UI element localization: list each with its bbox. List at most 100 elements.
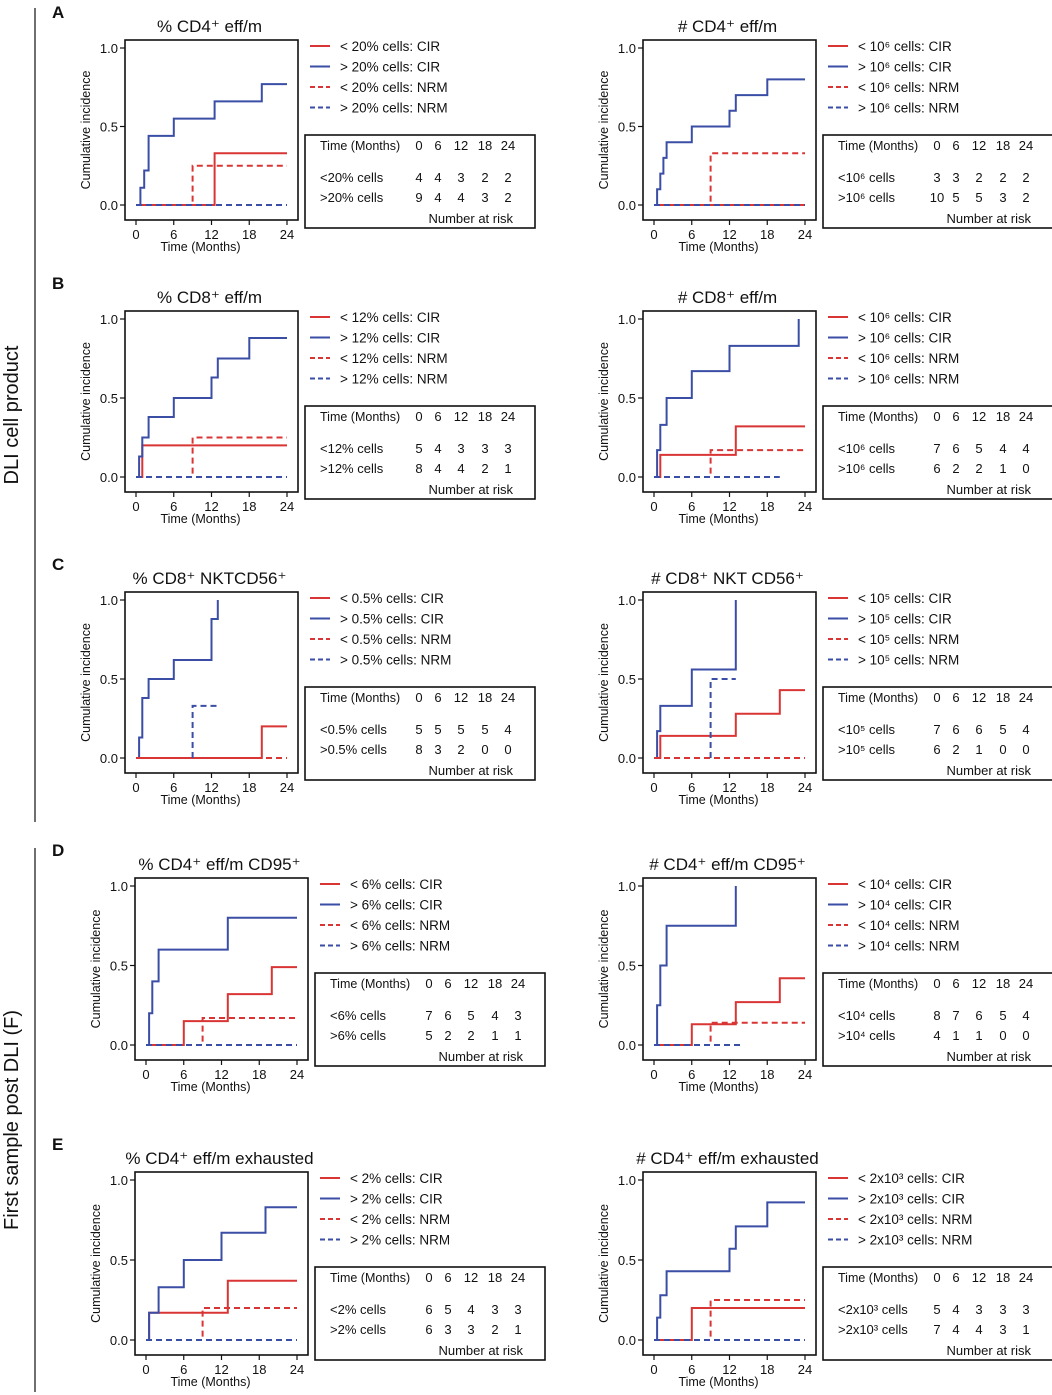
risk-time-label: 18 <box>488 976 502 991</box>
x-tick-label: 6 <box>170 499 177 514</box>
series-line <box>654 1307 805 1341</box>
x-axis-label: Time (Months) <box>170 1375 250 1389</box>
series-line <box>146 1206 297 1341</box>
risk-row-label: >10⁶ cells <box>838 461 896 476</box>
risk-table-footer: Number at risk <box>946 763 1031 778</box>
series-line <box>654 689 805 759</box>
section-label: DLI cell product <box>1 345 23 484</box>
series-line <box>654 319 800 478</box>
risk-row-label: >2x10³ cells <box>838 1322 908 1337</box>
legend-label: < 0.5% cells: NRM <box>340 632 451 647</box>
plot-frame <box>642 39 817 221</box>
risk-time-label: 12 <box>464 1270 478 1285</box>
risk-table-frame <box>304 134 536 229</box>
x-tick-label: 24 <box>798 227 812 242</box>
risk-value: 3 <box>481 441 488 456</box>
risk-value: 5 <box>467 1008 474 1023</box>
risk-row-label: <20% cells <box>320 170 384 185</box>
risk-row-label: >10⁶ cells <box>838 190 896 205</box>
y-tick-label: 1.0 <box>618 593 636 608</box>
risk-value: 1 <box>952 1028 959 1043</box>
y-tick-label: 0.5 <box>100 391 118 406</box>
x-tick-label: 6 <box>688 1362 695 1377</box>
risk-row-label: <2% cells <box>330 1302 386 1317</box>
risk-value: 3 <box>514 1008 521 1023</box>
risk-value: 3 <box>975 1302 982 1317</box>
risk-time-label: 18 <box>488 1270 502 1285</box>
risk-value: 7 <box>933 441 940 456</box>
risk-time-label: 0 <box>933 976 940 991</box>
risk-value: 6 <box>975 1008 982 1023</box>
risk-row-label: >12% cells <box>320 461 384 476</box>
risk-value: 4 <box>933 1028 940 1043</box>
legend-label: > 0.5% cells: NRM <box>340 653 451 668</box>
risk-row-label: >10⁵ cells <box>838 742 896 757</box>
risk-table-footer: Number at risk <box>946 211 1031 226</box>
y-tick-label: 0.0 <box>100 751 118 766</box>
risk-value: 2 <box>481 170 488 185</box>
risk-table-header: Time (Months) <box>330 1271 410 1285</box>
series-line <box>654 425 805 478</box>
chart-title: % CD4⁺ eff/m <box>157 17 262 36</box>
risk-value: 5 <box>444 1302 451 1317</box>
risk-row-label: <10⁴ cells <box>838 1008 896 1023</box>
risk-value: 3 <box>999 1322 1006 1337</box>
x-tick-label: 18 <box>242 499 256 514</box>
series-line <box>654 1201 805 1341</box>
risk-table-frame <box>822 1266 1052 1361</box>
legend-label: > 2% cells: NRM <box>350 1233 450 1248</box>
risk-table-footer: Number at risk <box>946 1343 1031 1358</box>
y-tick-label: 0.5 <box>618 959 636 974</box>
x-tick-label: 0 <box>650 1067 657 1082</box>
legend-label: < 10⁵ cells: NRM <box>858 632 959 647</box>
y-tick-label: 1.0 <box>618 1173 636 1188</box>
risk-value: 4 <box>491 1008 498 1023</box>
risk-time-label: 24 <box>1019 976 1033 991</box>
x-tick-label: 18 <box>760 1362 774 1377</box>
risk-table-header: Time (Months) <box>838 139 918 153</box>
x-tick-label: 24 <box>798 780 812 795</box>
risk-time-label: 24 <box>511 976 525 991</box>
series-line <box>654 1021 805 1046</box>
y-axis-label: Cumulative incidence <box>79 342 93 461</box>
risk-value: 3 <box>457 170 464 185</box>
plot-frame <box>134 877 309 1061</box>
risk-time-label: 12 <box>972 976 986 991</box>
series-line <box>654 600 737 759</box>
risk-time-label: 6 <box>434 409 441 424</box>
risk-time-label: 6 <box>952 976 959 991</box>
legend-label: < 2% cells: NRM <box>350 1212 450 1227</box>
risk-value: 0 <box>1022 461 1029 476</box>
legend-label: > 12% cells: CIR <box>340 331 440 346</box>
chart-title: % CD4⁺ eff/m exhausted <box>125 1149 313 1168</box>
risk-time-label: 18 <box>478 409 492 424</box>
series-line <box>136 600 219 759</box>
x-tick-label: 6 <box>688 1067 695 1082</box>
risk-table-frame <box>304 686 536 781</box>
risk-value: 3 <box>514 1302 521 1317</box>
risk-time-label: 24 <box>1019 1270 1033 1285</box>
risk-time-label: 0 <box>415 138 422 153</box>
risk-time-label: 0 <box>933 138 940 153</box>
risk-value: 6 <box>425 1322 432 1337</box>
series-line <box>146 966 297 1046</box>
risk-time-label: 12 <box>454 690 468 705</box>
x-axis-label: Time (Months) <box>678 1375 758 1389</box>
risk-time-label: 6 <box>952 138 959 153</box>
plot-frame <box>642 591 817 774</box>
legend-label: < 6% cells: CIR <box>350 877 443 892</box>
risk-table-header: Time (Months) <box>838 1271 918 1285</box>
chart-title: % CD8⁺ eff/m <box>157 288 262 307</box>
x-tick-label: 18 <box>760 780 774 795</box>
risk-table-footer: Number at risk <box>438 1343 523 1358</box>
series-line <box>654 886 737 1046</box>
legend-label: > 6% cells: NRM <box>350 939 450 954</box>
series-line <box>136 436 287 478</box>
x-tick-label: 18 <box>252 1362 266 1377</box>
risk-value: 2 <box>444 1028 451 1043</box>
series-line <box>654 1299 805 1341</box>
risk-value: 5 <box>434 722 441 737</box>
legend-label: > 10⁵ cells: NRM <box>858 653 959 668</box>
